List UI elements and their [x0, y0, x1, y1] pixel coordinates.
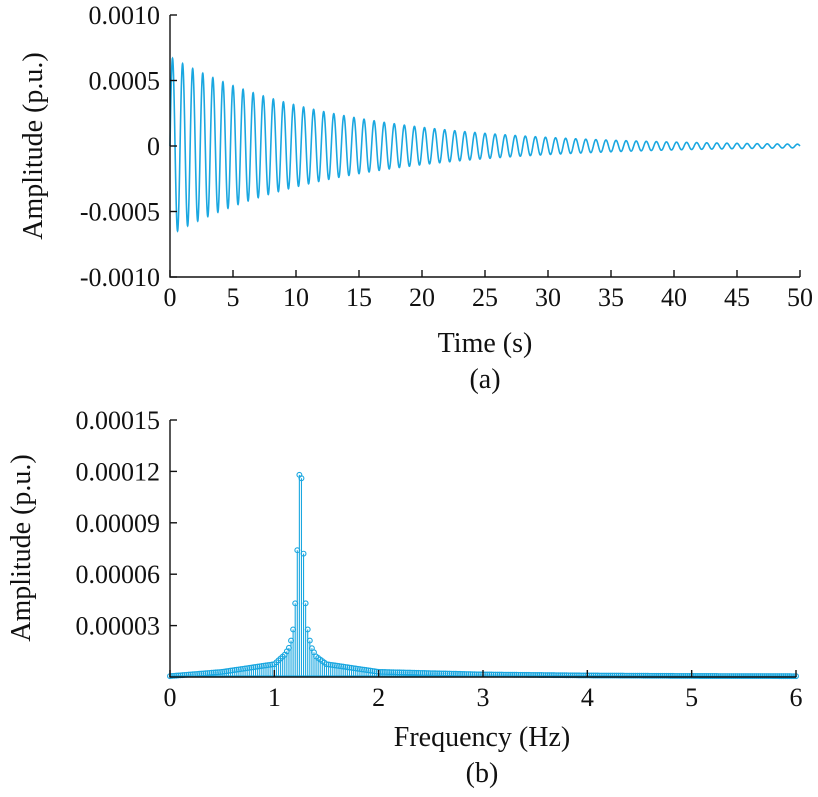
spectrum-marker	[381, 669, 388, 675]
frequency-spectrum-axes	[169, 420, 796, 678]
time-domain-ticks: 0 5 10 15 20 25 30 35 40 45 50 0.0010 0.0005 0 -0.0005…	[80, 1, 813, 312]
spectrum-marker	[421, 670, 428, 676]
time-domain-chart: 0 5 10 15 20 25 30 35 40 45 50 0.0010 0.0005 0 -0.0005…	[18, 1, 813, 395]
frequency-spectrum-x-axis-label: Frequency (Hz)	[394, 722, 570, 753]
time-domain-y-axis-label: Amplitude (p.u.)	[18, 52, 49, 239]
frequency-spectrum-x-tick-label: 1	[268, 683, 281, 712]
spectrum-marker	[573, 672, 580, 679]
time-domain-x-tick-label: 45	[724, 283, 750, 312]
spectrum-marker	[298, 475, 305, 482]
time-domain-x-tick-label: 20	[409, 283, 435, 312]
spectrum-marker	[365, 667, 372, 674]
spectrum-marker	[571, 672, 578, 679]
spectrum-marker	[327, 661, 334, 668]
time-domain-y-tick-label: 0	[147, 132, 160, 161]
frequency-spectrum-ticks: 0 1 2 3 4 5 6 0.00015 0.00012 0.00009 0.00006 0.000…	[76, 406, 803, 712]
frequency-spectrum-y-tick-label: 0.00012	[76, 457, 161, 486]
frequency-spectrum-chart: 0 1 2 3 4 5 6 0.00015 0.00012 0.00009 0.00006 0.000…	[6, 406, 803, 789]
spectrum-marker	[354, 665, 361, 672]
spectrum-marker	[417, 669, 424, 676]
spectrum-marker	[576, 672, 582, 679]
frequency-spectrum-plot-area	[167, 471, 799, 680]
spectrum-marker	[300, 550, 307, 557]
frequency-spectrum-y-tick-label: 0.00009	[76, 509, 161, 538]
spectrum-marker	[392, 669, 399, 676]
spectrum-marker	[371, 668, 378, 675]
time-domain-x-tick-label: 30	[535, 283, 561, 312]
spectrum-marker	[306, 637, 313, 644]
spectrum-marker	[388, 669, 395, 676]
time-domain-x-tick-label: 40	[661, 283, 687, 312]
frequency-spectrum-x-tick-label: 0	[164, 683, 177, 712]
spectrum-marker	[404, 669, 411, 676]
frequency-spectrum-x-tick-label: 6	[790, 683, 803, 712]
frequency-spectrum-x-tick-label: 2	[372, 683, 385, 712]
oscillation-series-line	[169, 56, 801, 233]
spectrum-marker	[304, 626, 311, 633]
spectrum-marker	[409, 669, 415, 676]
frequency-spectrum-x-tick-label: 3	[477, 683, 490, 712]
spectrum-marker	[352, 665, 359, 672]
spectrum-marker	[361, 666, 368, 673]
spectrum-marker	[340, 663, 347, 670]
time-domain-axes	[169, 15, 800, 278]
time-domain-y-tick-label: 0.0010	[89, 1, 161, 30]
spectrum-marker	[411, 669, 418, 676]
time-domain-y-tick-label: -0.0010	[80, 263, 160, 292]
time-domain-x-axis-label: Time (s)	[438, 328, 533, 359]
time-domain-x-tick-label: 0	[164, 283, 177, 312]
spectrum-marker	[333, 662, 340, 669]
time-domain-x-tick-label: 15	[346, 283, 372, 312]
time-domain-x-tick-label: 50	[787, 283, 813, 312]
frequency-spectrum-y-tick-label: 0.00006	[76, 560, 161, 589]
time-domain-x-tick-label: 5	[227, 283, 240, 312]
spectrum-marker	[394, 669, 401, 676]
spectrum-marker	[402, 669, 409, 676]
panel-a-caption: (a)	[469, 364, 500, 395]
spectrum-marker	[419, 669, 426, 676]
time-domain-x-tick-label: 35	[598, 283, 624, 312]
time-domain-x-tick-label: 10	[283, 283, 309, 312]
spectrum-marker	[348, 664, 355, 671]
frequency-spectrum-y-tick-label: 0.00015	[76, 406, 161, 435]
time-domain-y-tick-label: -0.0005	[80, 198, 160, 227]
spectrum-marker	[329, 662, 336, 669]
time-domain-plot-area	[169, 56, 801, 233]
spectrum-marker	[336, 663, 342, 669]
spectrum-marker	[400, 669, 407, 676]
spectrum-marker	[396, 669, 403, 676]
spectrum-marker	[384, 669, 390, 676]
spectrum-marker	[359, 666, 365, 673]
spectrum-marker	[569, 672, 576, 679]
spectrum-marker	[398, 669, 405, 676]
spectrum-marker	[302, 600, 309, 607]
frequency-spectrum-y-axis-label: Amplitude (p.u.)	[6, 454, 37, 641]
spectrum-marker	[413, 669, 420, 676]
spectrum-marker	[390, 669, 397, 676]
spectrum-marker	[386, 669, 393, 676]
frequency-spectrum-x-tick-label: 5	[685, 683, 698, 712]
spectrum-marker	[379, 669, 386, 675]
spectrum-marker	[415, 669, 422, 676]
time-domain-y-tick-label: 0.0005	[89, 67, 161, 96]
spectrum-marker	[346, 664, 353, 671]
panel-b-caption: (b)	[466, 758, 499, 789]
spectrum-marker	[367, 667, 374, 674]
spectrum-marker	[407, 669, 413, 676]
frequency-spectrum-x-tick-label: 4	[581, 683, 594, 712]
spectrum-marker	[323, 661, 330, 668]
spectrum-marker	[342, 663, 349, 670]
time-domain-x-tick-label: 25	[472, 283, 498, 312]
frequency-spectrum-y-tick-label: 0.00003	[76, 612, 161, 641]
